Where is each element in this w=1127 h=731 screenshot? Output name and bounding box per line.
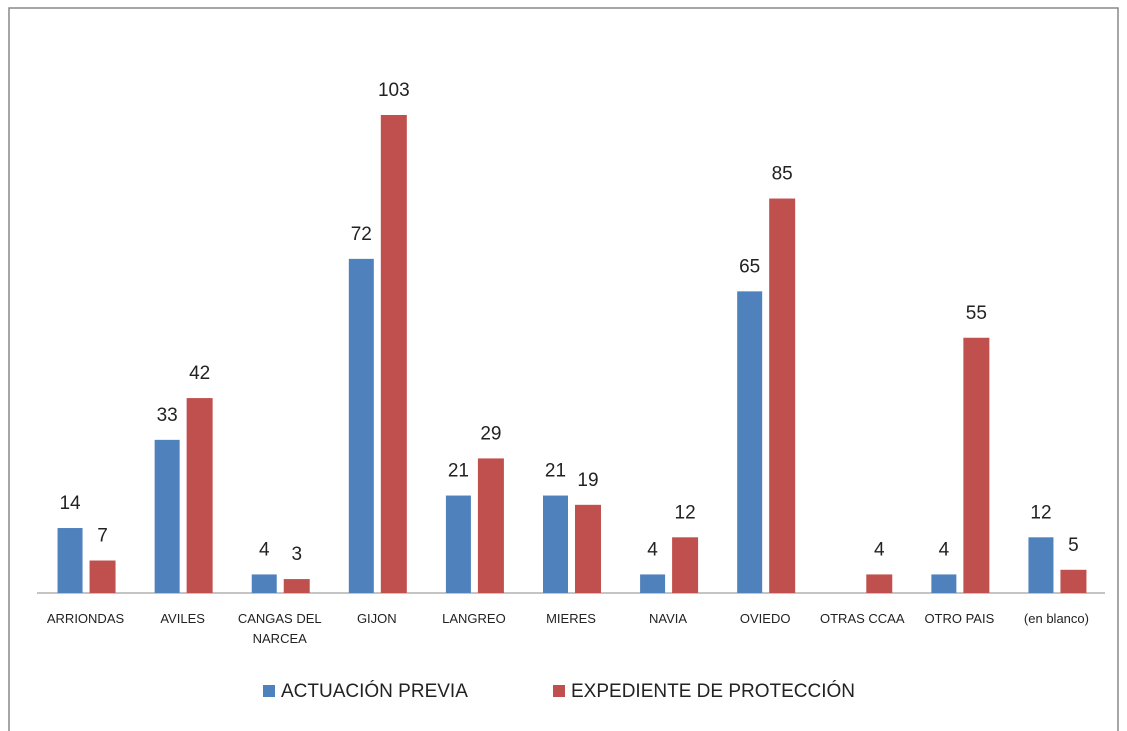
data-label: 12: [675, 502, 696, 523]
legend-label: ACTUACIÓN PREVIA: [281, 680, 468, 702]
data-label: 21: [545, 461, 566, 482]
bar: [640, 574, 666, 593]
bar: [445, 495, 471, 593]
bar: [348, 258, 374, 593]
bar: [575, 504, 601, 593]
bar: [769, 198, 796, 593]
data-label: 12: [1030, 502, 1051, 523]
bar: [251, 574, 277, 593]
data-label: 19: [577, 470, 598, 491]
bar: [477, 458, 504, 593]
x-tick-label: MIERES: [546, 611, 596, 626]
data-label: 3: [291, 544, 302, 565]
legend-swatch: [263, 685, 275, 697]
x-tick-label: AVILES: [160, 611, 205, 626]
bar: [57, 528, 83, 593]
legend-swatch: [553, 685, 565, 697]
x-tick-label: OVIEDO: [739, 611, 791, 626]
bar: [737, 291, 763, 593]
x-tick-label: (en blanco): [1023, 611, 1089, 626]
bar: [1060, 569, 1087, 593]
frame: [8, 7, 1119, 731]
bar: [963, 337, 990, 593]
bar: [283, 579, 310, 593]
bar: [672, 537, 699, 593]
data-label: 72: [351, 224, 372, 245]
data-label: 14: [59, 493, 81, 514]
data-label: 7: [97, 526, 108, 547]
x-tick-label: OTRAS CCAA: [820, 611, 905, 626]
data-label: 42: [189, 363, 210, 384]
bar: [89, 560, 116, 593]
data-label: 4: [259, 539, 270, 560]
data-label: 55: [966, 303, 987, 324]
data-label: 103: [378, 80, 410, 101]
data-label: 85: [772, 164, 793, 185]
x-tick-label: NAVIA: [649, 611, 688, 626]
data-label: 4: [939, 539, 950, 560]
bar: [186, 398, 213, 593]
data-label: 4: [874, 539, 885, 560]
data-label: 33: [157, 405, 178, 426]
data-label: 21: [448, 461, 469, 482]
bar: [380, 115, 407, 593]
data-label: 65: [739, 256, 760, 277]
x-tick-label: ARRIONDAS: [46, 611, 125, 626]
data-label: 4: [647, 539, 658, 560]
x-tick-label: OTRO PAIS: [924, 611, 995, 626]
bar: [1028, 537, 1054, 593]
data-label: 29: [480, 423, 501, 444]
x-tick-label: GIJON: [356, 611, 397, 626]
data-label: 5: [1068, 535, 1079, 556]
bar: [931, 574, 957, 593]
legend-label: EXPEDIENTE DE PROTECCIÓN: [571, 680, 855, 702]
bar: [866, 574, 893, 593]
x-tick-label: CANGAS DEL NARCEA: [237, 611, 322, 646]
bar: [154, 439, 180, 593]
bar: [543, 495, 568, 593]
x-tick-label: LANGREO: [442, 611, 506, 626]
